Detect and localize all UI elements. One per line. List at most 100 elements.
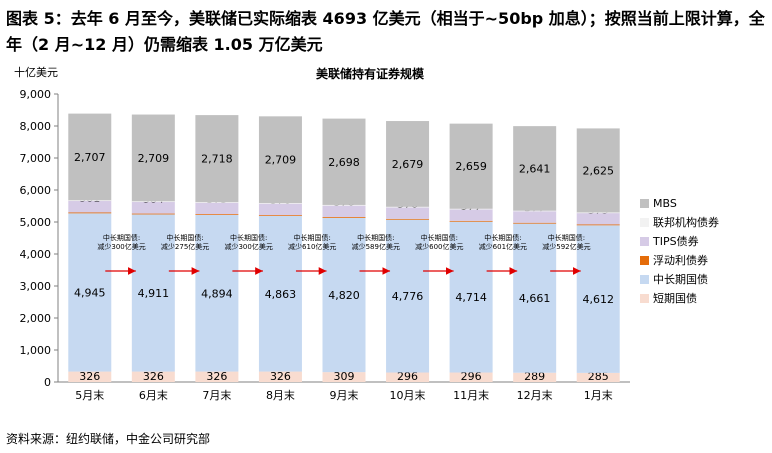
bar-segment	[576, 224, 620, 226]
bar-segment	[576, 128, 620, 213]
bar-segment	[576, 372, 620, 382]
y-tick-label: 7,000	[20, 152, 52, 165]
bar-segment	[513, 210, 557, 223]
data-label: 4,863	[265, 288, 297, 301]
annotation-line1: 中长期国债:	[357, 233, 394, 242]
bar-segment	[322, 372, 366, 382]
bar-segment	[449, 208, 493, 221]
legend-swatch	[640, 237, 649, 246]
x-tick-label: 5月末	[75, 388, 104, 402]
bar-segment	[449, 221, 493, 373]
y-tick-label: 9,000	[20, 88, 52, 101]
bar-segment	[386, 218, 430, 220]
bar-segment	[386, 121, 430, 207]
x-tick-label: 8月末	[266, 388, 295, 402]
data-label: 2,625	[582, 164, 614, 177]
bar-segment	[513, 222, 557, 224]
data-label: 4,894	[201, 287, 233, 300]
y-tick-label: 1,000	[20, 344, 52, 357]
legend-swatch	[640, 256, 649, 265]
bar-segment	[576, 225, 620, 373]
bar-segment	[258, 371, 302, 382]
legend-label: TIPS债券	[652, 234, 699, 248]
bar-segment	[131, 201, 175, 214]
data-label: 326	[79, 370, 100, 383]
bar-segment	[386, 206, 430, 208]
data-label: 2,709	[265, 154, 297, 167]
data-label: 4,612	[582, 293, 614, 306]
annotation-line1: 中长期国债:	[166, 233, 203, 242]
bar-segment	[68, 200, 112, 202]
bar-segment	[386, 206, 430, 219]
bar-segment	[195, 115, 239, 203]
legend-label: 中长期国债	[653, 272, 708, 286]
bar-segment	[68, 212, 112, 214]
y-tick-label: 0	[44, 376, 51, 389]
annotation-line2: 减少610亿美元	[288, 242, 336, 251]
annotation-line2: 减少275亿美元	[161, 242, 209, 251]
annotation-line2: 减少600亿美元	[415, 242, 463, 251]
data-label: 4,945	[74, 286, 106, 299]
chart-title: 美联储持有证券规模	[316, 66, 425, 81]
y-tick-label: 8,000	[20, 120, 52, 133]
legend-label: 联邦机构债券	[653, 215, 719, 229]
data-label: 2,718	[201, 153, 233, 166]
bar-segment	[513, 372, 557, 382]
data-label: 2,641	[519, 162, 551, 175]
data-label: 4,820	[328, 289, 360, 302]
bar-segment	[576, 212, 620, 214]
bar-segment	[386, 372, 430, 382]
data-label: 2,707	[74, 151, 106, 164]
x-tick-label: 7月末	[202, 388, 231, 402]
annotation-line1: 中长期国债:	[294, 233, 331, 242]
bar-segment	[258, 215, 302, 216]
bar-segment	[131, 201, 175, 203]
x-tick-label: 9月末	[330, 388, 359, 402]
bar-segment	[513, 223, 557, 373]
data-label: 4,911	[138, 287, 170, 300]
data-label: 296	[397, 370, 418, 383]
bar-segment	[449, 208, 493, 210]
data-label: 4,714	[455, 291, 487, 304]
bar-segment	[386, 219, 430, 373]
bar-segment	[322, 205, 366, 218]
y-tick-label: 3,000	[20, 280, 52, 293]
bar-segment	[449, 123, 493, 209]
legend-swatch	[640, 275, 649, 284]
legend-label: 短期国债	[653, 291, 697, 305]
y-tick-label: 2,000	[20, 312, 52, 325]
source-note: 资料来源：纽约联储，中金公司研究部	[6, 432, 211, 446]
annotation-line1: 中长期国债:	[548, 233, 585, 242]
data-label: 285	[588, 370, 609, 383]
data-label: 4,776	[392, 290, 424, 303]
data-label: 2,709	[138, 152, 170, 165]
bar-segment	[68, 371, 112, 382]
data-label: 289	[524, 370, 545, 383]
annotation-line1: 中长期国债:	[484, 233, 521, 242]
legend-swatch	[640, 218, 649, 227]
bar-segment	[68, 213, 112, 372]
legend-label: MBS	[653, 197, 677, 210]
data-label: 2,659	[455, 160, 487, 173]
bar-segment	[258, 116, 302, 204]
bar-segment	[258, 203, 302, 204]
annotation-line1: 中长期国债:	[230, 233, 267, 242]
bar-segment	[131, 213, 175, 215]
bar-segment	[322, 118, 366, 205]
figure-title: 图表 5：去年 6 月至今，美联储已实际缩表 4693 亿美元（相当于~50bp…	[6, 9, 765, 54]
bar-segment	[513, 210, 557, 212]
x-tick-label: 11月末	[453, 388, 489, 402]
annotation-line2: 减少300亿美元	[97, 242, 145, 251]
bar-segment	[195, 202, 239, 203]
data-label: 2,698	[328, 156, 360, 169]
data-label: 326	[270, 370, 291, 383]
y-axis-unit-label: 十亿美元	[14, 65, 58, 79]
data-label: 326	[206, 370, 227, 383]
annotation-line1: 中长期国债:	[421, 233, 458, 242]
annotation-line2: 减少592亿美元	[542, 242, 590, 251]
legend-swatch	[640, 294, 649, 303]
bar-segment	[195, 214, 239, 372]
bar-segment	[322, 204, 366, 206]
x-tick-label: 10月末	[390, 388, 426, 402]
